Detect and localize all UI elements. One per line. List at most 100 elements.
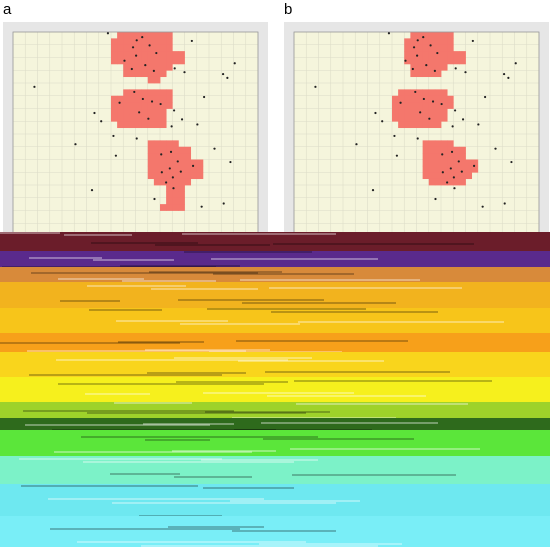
patch-cell <box>422 51 430 58</box>
patch-cell <box>434 63 442 71</box>
data-point <box>374 111 377 115</box>
corrupted-band <box>0 250 550 268</box>
patch-cell <box>117 51 124 58</box>
data-point <box>159 102 162 106</box>
data-point <box>503 202 506 205</box>
data-point <box>118 101 121 104</box>
data-point <box>114 154 117 157</box>
data-point <box>106 32 110 35</box>
patch-cell <box>129 95 136 103</box>
corrupted-streak <box>269 286 462 289</box>
patch-cell <box>117 95 124 103</box>
patch-cell <box>459 153 466 160</box>
patch-cell <box>428 95 436 103</box>
patch-cell <box>153 44 161 52</box>
patch-cell <box>141 32 149 39</box>
data-point <box>135 39 138 42</box>
corrupted-band <box>0 515 550 547</box>
patch-cell <box>447 172 454 180</box>
corrupted-streak <box>296 403 468 406</box>
patch-cell <box>160 159 167 167</box>
data-point <box>453 187 456 190</box>
patch-cell <box>160 140 167 148</box>
data-point <box>484 95 487 99</box>
patch-cell <box>422 89 430 97</box>
patch-cell <box>392 108 399 116</box>
data-point <box>153 197 156 201</box>
patch-cell <box>196 172 204 180</box>
data-point <box>171 176 174 179</box>
data-point <box>441 171 444 174</box>
patch-cell <box>410 114 417 122</box>
data-point <box>33 85 36 88</box>
data-point <box>412 46 416 49</box>
patch-cell <box>404 95 411 103</box>
data-point <box>399 101 402 104</box>
patch-cell <box>160 38 167 46</box>
patch-cell <box>166 51 173 58</box>
patch-cell <box>129 51 136 58</box>
data-point <box>440 102 443 106</box>
patch-cell <box>111 38 118 46</box>
corrupted-streak <box>271 310 438 313</box>
data-point <box>428 117 431 120</box>
patch-cell <box>141 114 149 122</box>
data-point <box>450 150 454 153</box>
patch-cell <box>428 44 436 52</box>
patch-cell <box>447 159 454 167</box>
data-point <box>131 46 135 49</box>
data-point <box>179 170 182 173</box>
corrupted-streak <box>114 402 192 405</box>
patch-cell <box>147 153 155 160</box>
patch-cell <box>153 63 161 71</box>
patch-cell <box>153 121 161 129</box>
data-point <box>434 197 437 201</box>
patch-cell <box>459 51 466 58</box>
corrupted-streak <box>145 439 210 442</box>
data-point <box>414 90 417 94</box>
corrupted-streak <box>168 526 264 529</box>
patch-cell <box>422 95 430 103</box>
corrupted-band <box>0 266 550 284</box>
patch-cell <box>434 32 442 39</box>
patch-cell <box>147 121 155 129</box>
corrupted-streak <box>52 428 276 431</box>
patch-cell <box>434 51 442 58</box>
patch-cell <box>465 172 473 180</box>
patch-cell <box>410 70 417 78</box>
patch-cell <box>416 44 424 52</box>
patch-cell <box>117 108 124 116</box>
data-point <box>150 100 154 103</box>
patch-cell <box>147 89 155 97</box>
data-point <box>173 67 176 70</box>
data-point <box>233 62 236 65</box>
patch-cell <box>135 38 143 46</box>
corrupted-streak <box>205 410 330 413</box>
data-point <box>196 123 199 126</box>
data-point <box>148 44 151 47</box>
patch-cell <box>428 63 436 71</box>
patch-cell <box>428 38 436 46</box>
data-point <box>172 187 175 190</box>
data-point <box>74 143 77 146</box>
patch-cell <box>166 159 173 167</box>
patch-cell <box>410 108 417 116</box>
corrupted-streak <box>290 448 480 451</box>
patch-cell <box>398 114 405 122</box>
patch-cell <box>153 165 161 173</box>
data-point <box>152 69 155 72</box>
patch-cell <box>153 172 161 180</box>
patch-cell <box>410 32 417 39</box>
patch-cell <box>166 89 173 97</box>
data-point <box>123 59 126 62</box>
patch-cell <box>117 44 124 52</box>
data-point <box>172 109 176 112</box>
patch-cell <box>141 121 149 129</box>
corrupted-streak <box>29 256 102 259</box>
patch-cell <box>135 95 143 103</box>
corrupted-streak <box>298 321 504 324</box>
patch-cell <box>160 32 167 39</box>
data-point <box>416 39 419 42</box>
patch-cell <box>141 57 149 65</box>
patch-cell <box>178 146 185 154</box>
